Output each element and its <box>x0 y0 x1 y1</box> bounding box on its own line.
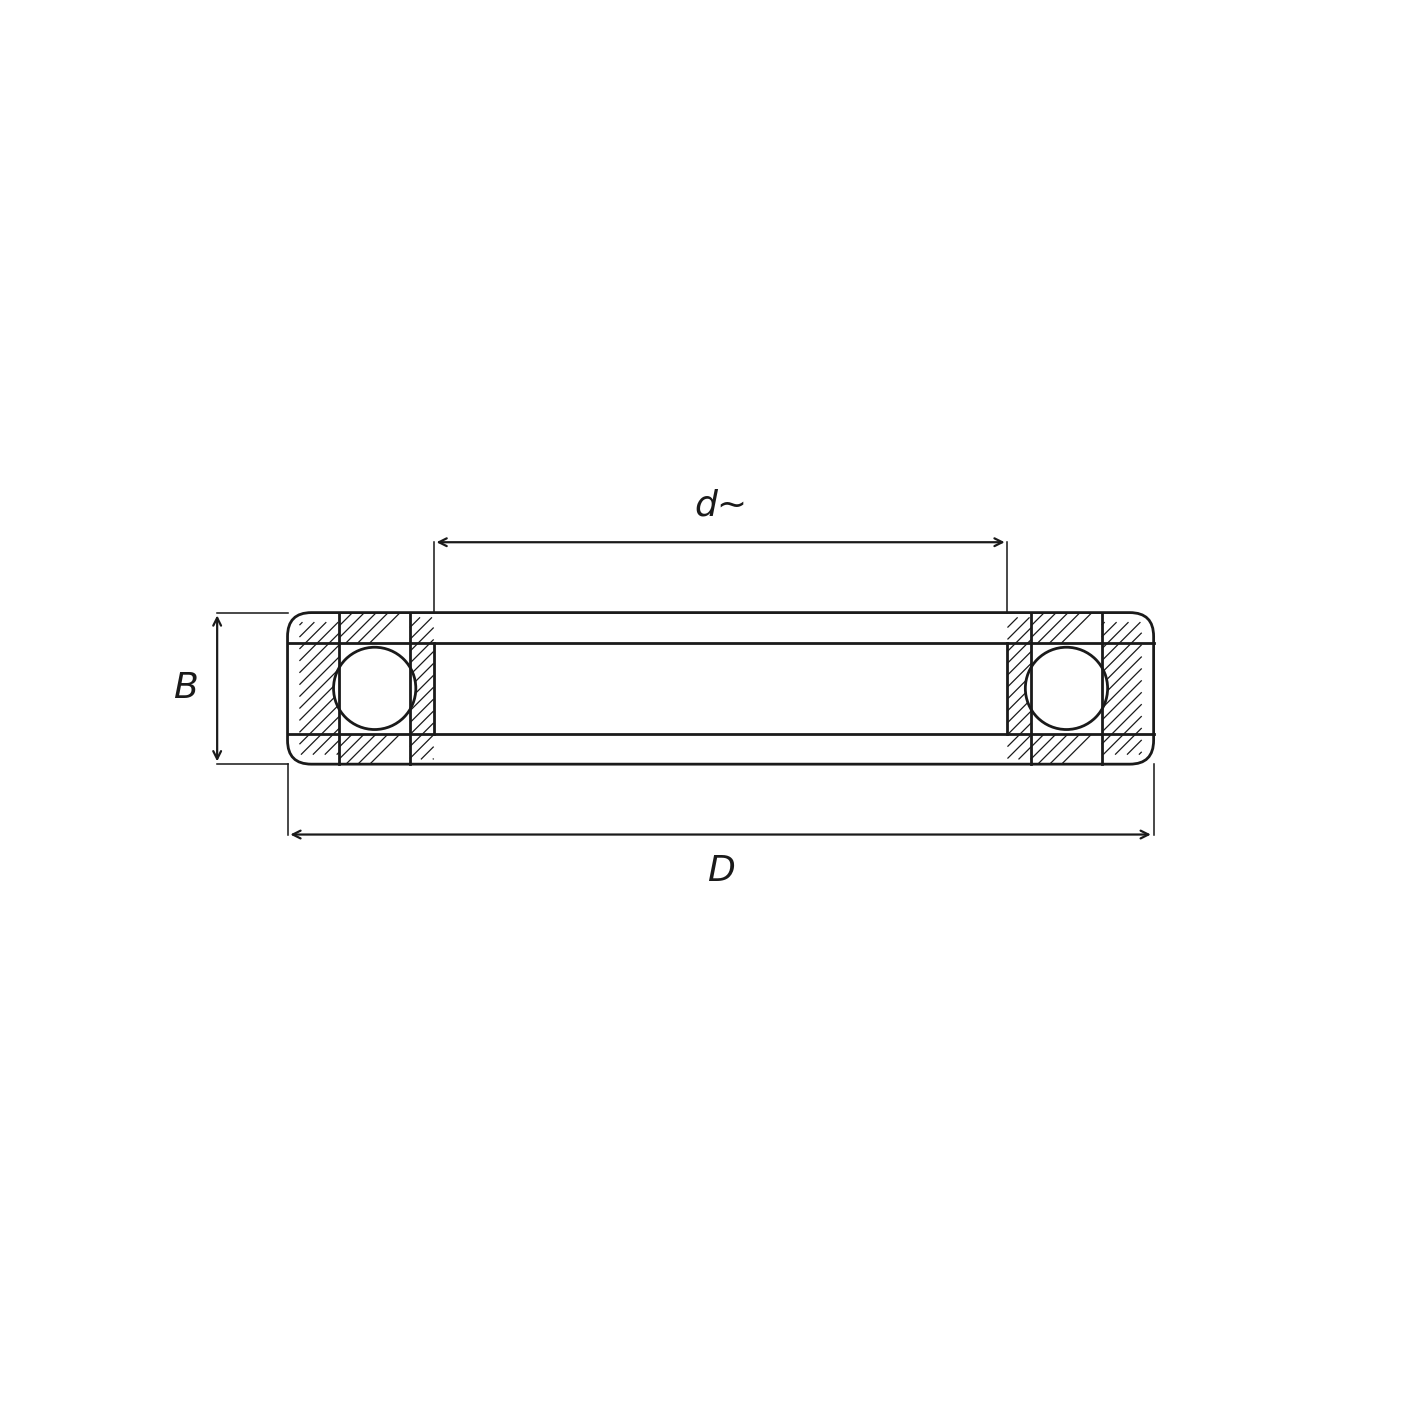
Bar <box>1031 643 1102 734</box>
Bar <box>339 643 411 734</box>
Text: D: D <box>707 853 734 889</box>
Text: B: B <box>173 672 198 706</box>
FancyBboxPatch shape <box>287 613 1154 765</box>
Circle shape <box>333 647 416 730</box>
Circle shape <box>1025 647 1108 730</box>
Text: d~: d~ <box>695 489 747 523</box>
Bar <box>433 643 1008 734</box>
